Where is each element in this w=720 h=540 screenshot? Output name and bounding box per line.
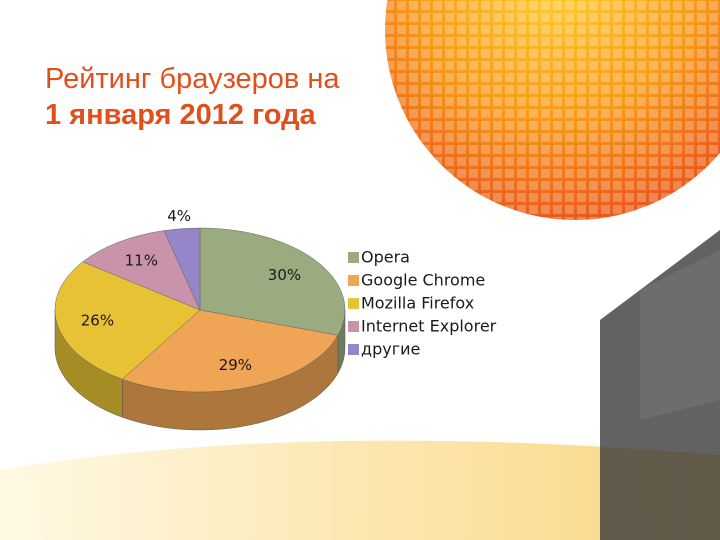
- legend-label: Internet Explorer: [361, 317, 497, 336]
- pie: 30% 29% 26% 11% 4%: [54, 207, 346, 431]
- legend-label: Google Chrome: [361, 271, 485, 290]
- legend-swatch: [348, 321, 359, 332]
- data-label: 26%: [81, 312, 114, 330]
- legend-swatch: [348, 275, 359, 286]
- slice: [54, 261, 201, 380]
- legend: Opera Google Chrome Mozilla Firefox Interne…: [348, 248, 497, 359]
- chart-title: 1 января 2012 года: [45, 99, 317, 131]
- slice: [82, 230, 201, 311]
- slice: [199, 227, 346, 336]
- data-label: 30%: [268, 266, 301, 284]
- legend-label: Mozilla Firefox: [361, 294, 474, 313]
- decor-screen: [640, 250, 720, 420]
- decor-pixels: [385, 0, 720, 220]
- legend-swatch: [348, 344, 359, 355]
- data-label: 29%: [219, 356, 252, 374]
- data-label: 4%: [167, 207, 191, 225]
- slice: [163, 227, 201, 311]
- slice: [121, 309, 339, 393]
- legend-label: Opera: [361, 248, 410, 267]
- legend-swatch: [348, 252, 359, 263]
- data-label: 11%: [125, 252, 158, 270]
- legend-label: другие: [361, 340, 420, 359]
- decor-floor: [0, 440, 720, 540]
- chart-title: Рейтинг браузеров на: [45, 63, 340, 95]
- legend-swatch: [348, 298, 359, 309]
